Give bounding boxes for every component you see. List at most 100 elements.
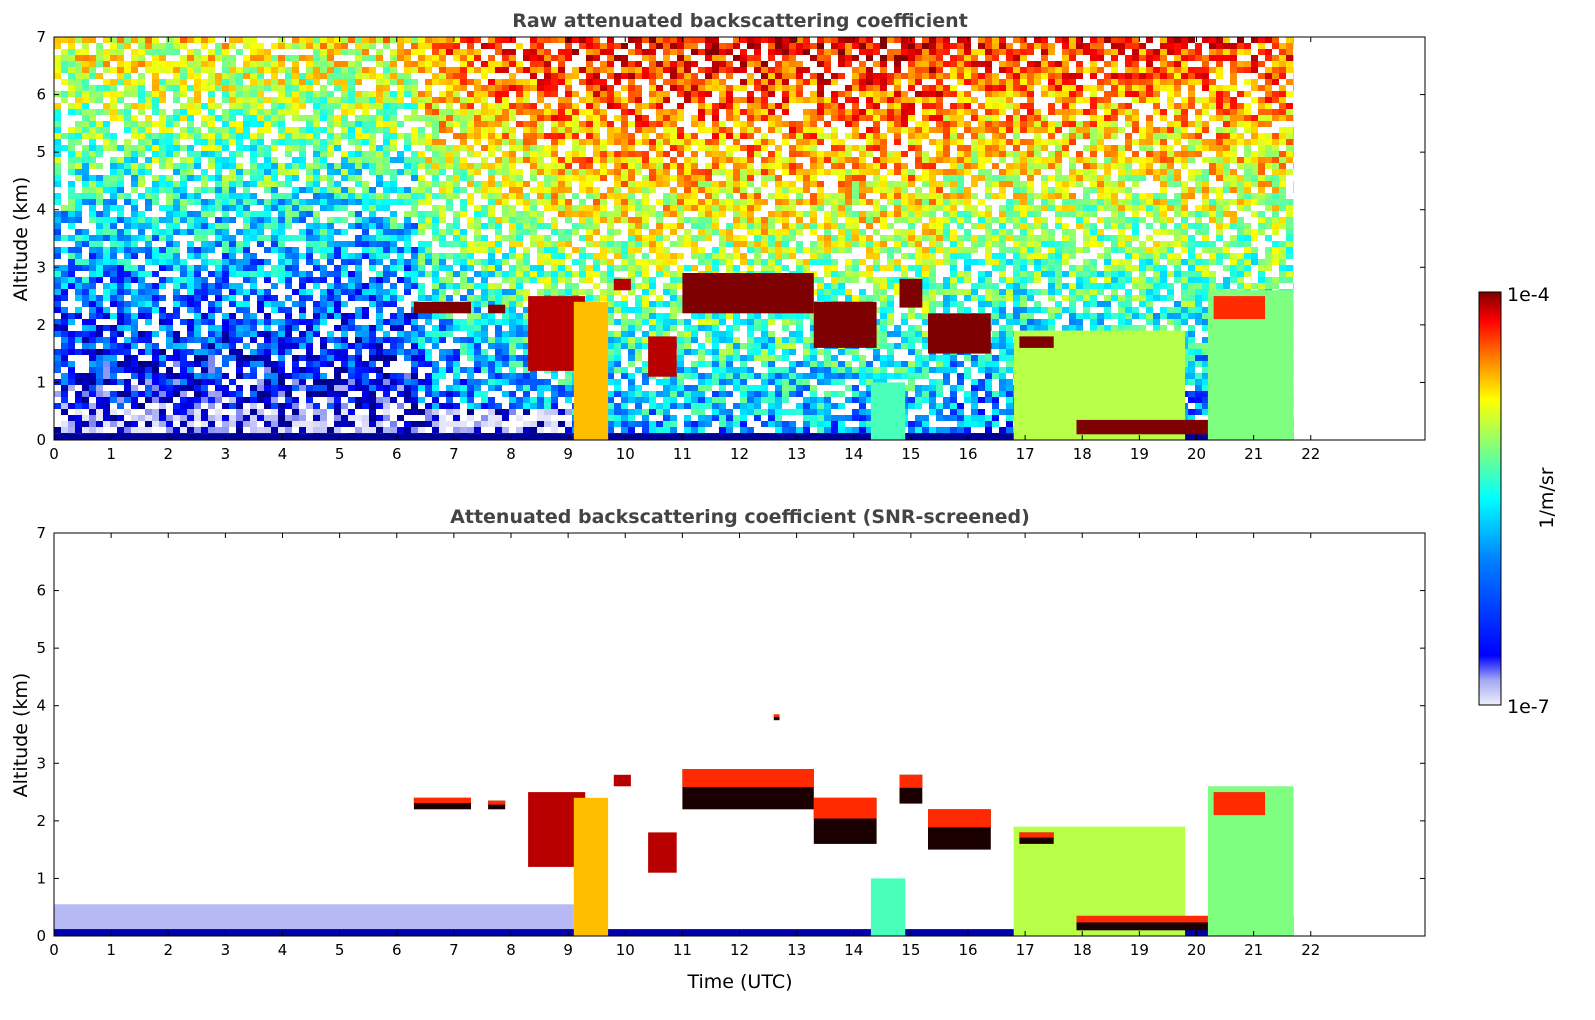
- backscatter-cell: [1230, 55, 1237, 61]
- backscatter-cell: [1146, 211, 1153, 217]
- backscatter-cell: [747, 241, 754, 247]
- backscatter-cell: [1111, 163, 1118, 169]
- backscatter-cell: [908, 127, 915, 133]
- backscatter-cell: [761, 235, 768, 241]
- backscatter-cell: [1230, 79, 1237, 85]
- backscatter-cell: [754, 127, 761, 133]
- backscatter-cell: [929, 223, 936, 229]
- backscatter-cell: [761, 109, 768, 115]
- backscatter-cell: [1160, 133, 1167, 139]
- backscatter-cell: [313, 139, 320, 145]
- backscatter-cell: [1160, 67, 1167, 73]
- backscatter-cell: [194, 61, 201, 67]
- backscatter-cell: [299, 127, 306, 133]
- backscatter-cell: [530, 115, 537, 121]
- backscatter-cell: [628, 235, 635, 241]
- backscatter-cell: [194, 91, 201, 97]
- backscatter-cell: [775, 121, 782, 127]
- backscatter-cell: [243, 205, 250, 211]
- backscatter-cell: [663, 49, 670, 55]
- backscatter-cell: [96, 85, 103, 91]
- backscatter-cell: [712, 193, 719, 199]
- backscatter-cell: [663, 211, 670, 217]
- backscatter-cell: [635, 169, 642, 175]
- backscatter-cell: [250, 97, 257, 103]
- backscatter-cell: [621, 121, 628, 127]
- backscatter-cell: [1181, 43, 1188, 49]
- backscatter-cell: [929, 61, 936, 67]
- backscatter-cell: [453, 241, 460, 247]
- backscatter-cell: [502, 181, 509, 187]
- backscatter-cell: [915, 235, 922, 241]
- backscatter-cell: [1076, 85, 1083, 91]
- backscatter-cell: [194, 211, 201, 217]
- backscatter-cell: [481, 103, 488, 109]
- backscatter-cell: [859, 211, 866, 217]
- backscatter-cell: [796, 73, 803, 79]
- backscatter-cell: [362, 103, 369, 109]
- backscatter-cell: [124, 247, 131, 253]
- backscatter-cell: [1139, 199, 1146, 205]
- backscatter-cell: [432, 127, 439, 133]
- backscatter-cell: [411, 67, 418, 73]
- backscatter-cell: [1167, 151, 1174, 157]
- backscatter-cell: [810, 109, 817, 115]
- backscatter-cell: [971, 139, 978, 145]
- backscatter-cell: [1006, 43, 1013, 49]
- backscatter-cell: [887, 79, 894, 85]
- backscatter-cell: [1020, 205, 1027, 211]
- backscatter-cell: [691, 241, 698, 247]
- backscatter-cell: [1244, 115, 1251, 121]
- backscatter-cell: [1167, 49, 1174, 55]
- backscatter-cell: [726, 157, 733, 163]
- backscatter-cell: [1104, 157, 1111, 163]
- backscatter-cell: [460, 49, 467, 55]
- backscatter-cell: [474, 139, 481, 145]
- backscatter-cell: [516, 121, 523, 127]
- backscatter-cell: [964, 127, 971, 133]
- backscatter-cell: [103, 253, 110, 259]
- backscatter-cell: [180, 43, 187, 49]
- backscatter-cell: [880, 157, 887, 163]
- backscatter-cell: [1027, 61, 1034, 67]
- backscatter-cell: [999, 235, 1006, 241]
- backscatter-cell: [915, 49, 922, 55]
- backscatter-cell: [110, 229, 117, 235]
- backscatter-cell: [355, 127, 362, 133]
- backscatter-cell: [1181, 211, 1188, 217]
- backscatter-cell: [278, 205, 285, 211]
- backscatter-cell: [964, 145, 971, 151]
- backscatter-cell: [747, 145, 754, 151]
- backscatter-cell: [838, 103, 845, 109]
- backscatter-cell: [1097, 115, 1104, 121]
- backscatter-cell: [145, 157, 152, 163]
- backscatter-cell: [705, 79, 712, 85]
- backscatter-cell: [467, 223, 474, 229]
- backscatter-cell: [712, 247, 719, 253]
- backscatter-cell: [999, 187, 1006, 193]
- backscatter-cell: [418, 133, 425, 139]
- backscatter-cell: [761, 145, 768, 151]
- backscatter-cell: [537, 163, 544, 169]
- backscatter-cell: [530, 85, 537, 91]
- backscatter-cell: [845, 49, 852, 55]
- backscatter-cell: [460, 79, 467, 85]
- backscatter-cell: [929, 139, 936, 145]
- backscatter-cell: [180, 91, 187, 97]
- backscatter-cell: [1286, 115, 1293, 121]
- backscatter-cell: [586, 187, 593, 193]
- backscatter-cell: [369, 163, 376, 169]
- backscatter-cell: [278, 199, 285, 205]
- backscatter-cell: [537, 127, 544, 133]
- backscatter-cell: [607, 55, 614, 61]
- backscatter-cell: [642, 127, 649, 133]
- backscatter-cell: [362, 199, 369, 205]
- backscatter-cell: [754, 217, 761, 223]
- backscatter-cell: [999, 193, 1006, 199]
- backscatter-cell: [124, 145, 131, 151]
- backscatter-cell: [950, 61, 957, 67]
- backscatter-cell: [656, 91, 663, 97]
- backscatter-cell: [866, 37, 873, 43]
- backscatter-cell: [1258, 43, 1265, 49]
- backscatter-cell: [383, 79, 390, 85]
